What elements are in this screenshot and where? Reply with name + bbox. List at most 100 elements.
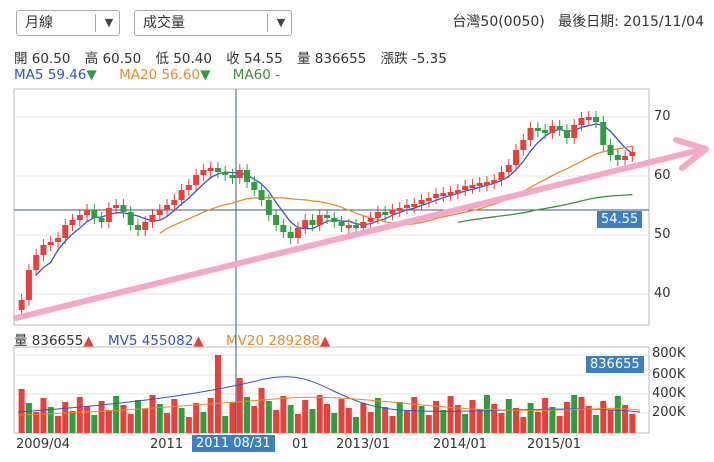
candle [578,118,585,125]
trend-arrowhead [673,137,709,171]
candle [280,225,287,232]
volume-bar [403,411,410,433]
volume-bar [91,415,98,433]
volume-bar [396,402,403,433]
down-triangle-icon: ▼ [86,67,97,83]
mv20-line [17,396,641,416]
volume-axis-label: 400K [652,386,686,401]
volume-bar [164,413,171,433]
x-axis-label: 2014/01 [433,437,488,452]
candle [585,117,592,120]
candle [534,128,541,131]
ma20-label: MA20 56.60▼ [119,67,211,83]
volume-bar [425,415,432,433]
price-axis-label: 50 [654,227,671,242]
candle [149,215,156,222]
vol-label: 量 836655▲ [14,333,94,349]
candle [156,210,163,215]
candle [178,190,185,200]
candle [483,182,490,185]
candle [454,190,461,193]
volume-bar [76,397,83,433]
candle [549,126,556,133]
candle [374,212,381,218]
volume-bar [54,416,61,433]
quote-row: 開 60.50 高 60.50 低 50.40 收 54.55 量 836655… [14,47,457,67]
volume-bar [556,416,563,433]
volume-bar [578,397,585,433]
volume-bar [200,412,207,433]
candle [222,172,229,175]
mv5-line [17,376,641,413]
candle [418,200,425,204]
volume-bar [622,405,629,433]
quote-open: 開 60.50 [14,51,71,67]
volume-bar [382,407,389,433]
volume-bar [294,414,301,433]
volume-bar [462,414,469,433]
mv5-label: MV5 455082▲ [108,333,204,349]
volume-bar [498,413,505,433]
volume-bar [367,412,374,433]
candle [556,126,563,130]
volume-bar [571,395,578,433]
volume-bar [338,399,345,433]
quote-volume: 量 836655 [297,51,367,67]
volume-bar [236,378,243,433]
volume-bar [287,405,294,433]
candle [76,215,83,220]
volume-bar [84,406,91,433]
quote-change: 漲跌 -5.35 [380,51,447,67]
candle [411,204,418,207]
candle [614,155,621,160]
candle [607,145,614,155]
volume-bar [563,402,570,433]
price-panel [13,88,650,326]
volume-bar [360,403,367,433]
chevron-down-icon: ▼ [276,16,286,29]
volume-bar [542,398,549,433]
price-cursor-tag: 54.55 [597,211,643,228]
ma60-label: MA60 - [232,67,281,83]
volume-bar [273,410,280,433]
candle [425,198,432,201]
indicator-select[interactable]: 成交量 ▼ [134,10,292,36]
candle [105,208,112,222]
candle [396,208,403,211]
candle [251,182,258,190]
candle [629,152,636,156]
candle [62,225,69,238]
mv20-label: MV20 289288▲ [226,333,331,349]
candle [207,168,214,171]
volume-axis-label: 800K [652,346,686,361]
volume-bar [607,410,614,433]
candle [69,220,76,225]
candle [214,168,221,172]
x-axis-label: 2013/01 [336,437,391,452]
volume-bar [229,402,236,433]
volume-bar [600,401,607,433]
volume-bar [127,414,134,433]
symbol-title: 台灣50(0050) [452,14,545,30]
ma5-line [35,123,633,276]
up-triangle-icon: ▲ [83,333,94,349]
candle [593,117,600,122]
volume-bar [214,355,221,433]
candle [134,225,141,230]
volume-legend: 量 836655▲ MV5 455082▲ MV20 289288▲ [14,329,340,349]
period-select[interactable]: 月線 ▼ [16,10,120,36]
x-axis-label: 2009/04 [16,437,71,452]
volume-bar [33,412,40,433]
volume-axis-label: 200K [652,405,686,420]
ma-legend: MA5 59.46▼ MA20 56.60▼ MA60 - [14,67,290,83]
volume-bar [120,405,127,433]
volume-bar [149,395,156,433]
candle [403,205,410,208]
volume-bar [491,404,498,433]
candle [433,194,440,198]
volume-bar [156,404,163,433]
volume-bar [411,397,418,433]
candle [54,238,61,242]
candle [91,210,98,218]
